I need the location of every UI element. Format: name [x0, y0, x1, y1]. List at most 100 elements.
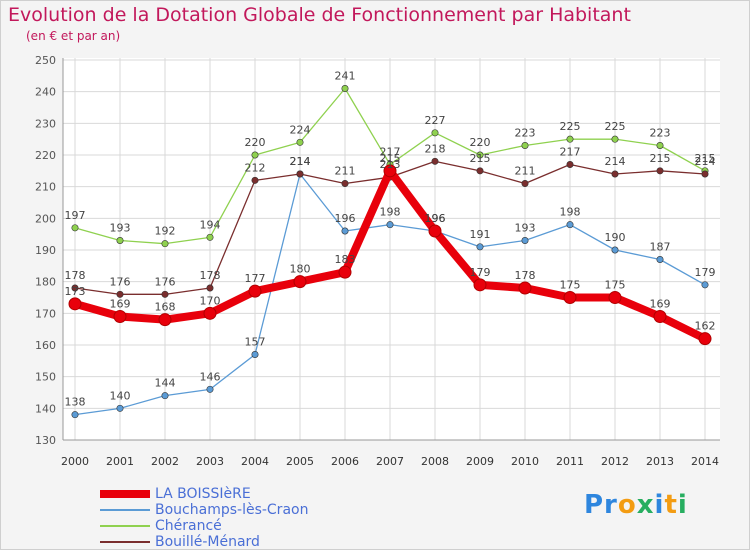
data-point [251, 176, 259, 184]
data-label: 178 [200, 269, 221, 282]
data-label: 175 [560, 279, 581, 292]
data-label: 213 [380, 158, 401, 171]
legend-label: Chérancé [155, 518, 222, 534]
x-tick-label: 2002 [151, 455, 179, 468]
y-tick-label: 190 [35, 244, 56, 257]
data-point [656, 167, 664, 175]
data-label: 162 [695, 320, 716, 333]
data-label: 180 [290, 263, 311, 276]
y-tick-label: 170 [35, 307, 56, 320]
data-point [473, 278, 487, 292]
data-label: 192 [155, 225, 176, 238]
x-tick-label: 2006 [331, 455, 359, 468]
x-tick-label: 2001 [106, 455, 134, 468]
data-label: 217 [560, 146, 581, 159]
x-tick-label: 2005 [286, 455, 314, 468]
data-label: 215 [650, 152, 671, 165]
data-label: 176 [110, 275, 131, 288]
x-tick-label: 2011 [556, 455, 584, 468]
data-label: 193 [515, 222, 536, 235]
data-point [611, 170, 619, 178]
data-label: 212 [245, 161, 266, 174]
y-tick-label: 130 [35, 434, 56, 447]
x-tick-label: 2012 [601, 455, 629, 468]
data-point [521, 180, 529, 188]
data-point [161, 290, 169, 298]
data-point [113, 310, 127, 323]
data-label: 187 [650, 241, 671, 254]
data-point [428, 224, 442, 238]
legend-swatch [100, 525, 150, 527]
data-point [701, 170, 709, 178]
data-point [611, 135, 619, 143]
data-label: 217 [380, 146, 401, 159]
data-label: 140 [110, 389, 131, 402]
data-point [296, 170, 304, 178]
data-label: 225 [560, 120, 581, 133]
x-tick-label: 2008 [421, 455, 449, 468]
data-label: 223 [515, 127, 536, 140]
legend-label: Bouchamps-lès-Craon [155, 502, 309, 518]
chart-subtitle: (en € et par an) [26, 29, 121, 43]
data-point [656, 142, 664, 150]
data-label: 191 [470, 228, 491, 241]
data-label: 214 [605, 155, 626, 168]
data-point [521, 142, 529, 150]
data-label: 220 [245, 136, 266, 149]
legend-swatch [100, 490, 150, 498]
data-point [161, 392, 169, 400]
data-label: 168 [155, 301, 176, 314]
data-label: 227 [425, 114, 446, 127]
data-point [341, 227, 349, 235]
data-label: 224 [290, 123, 311, 136]
data-label: 196 [335, 212, 356, 225]
data-label: 220 [470, 136, 491, 149]
data-label: 190 [605, 231, 626, 244]
data-point [566, 135, 574, 143]
data-point [518, 281, 532, 295]
data-label: 218 [425, 142, 446, 155]
data-point [611, 246, 619, 254]
data-label: 241 [335, 70, 356, 83]
data-point [206, 385, 214, 393]
data-label: 179 [470, 266, 491, 279]
data-point [338, 265, 352, 279]
data-point [383, 164, 397, 178]
data-label: 198 [560, 206, 581, 219]
data-label: 214 [695, 155, 716, 168]
data-point [293, 275, 307, 289]
data-point [158, 313, 172, 327]
data-label: 178 [65, 269, 86, 282]
y-tick-label: 150 [35, 371, 56, 384]
data-point [71, 284, 79, 292]
data-point [608, 291, 622, 304]
data-point [476, 167, 484, 175]
data-label: 169 [650, 298, 671, 311]
y-tick-label: 210 [35, 181, 56, 194]
x-tick-label: 2003 [196, 455, 224, 468]
data-point [251, 151, 259, 159]
data-point [116, 404, 124, 412]
data-point [386, 221, 394, 229]
x-tick-label: 2007 [376, 455, 404, 468]
y-tick-label: 140 [35, 402, 56, 415]
data-point [161, 240, 169, 248]
line-chart: 130 140 150 160 170 180 190 200 210 220 230 240 250 2… [35, 54, 720, 468]
data-point [341, 180, 349, 188]
x-tick-label: 2000 [61, 455, 89, 468]
data-label: 173 [65, 285, 86, 298]
data-point [206, 284, 214, 292]
y-tick-label: 200 [35, 212, 56, 225]
x-tick-label: 2009 [466, 455, 494, 468]
y-tick-label: 180 [35, 276, 56, 289]
y-tick-label: 250 [35, 54, 56, 67]
data-point [521, 237, 529, 245]
data-label: 175 [605, 279, 626, 292]
data-point [116, 237, 124, 245]
data-label: 144 [155, 377, 176, 390]
data-point [566, 161, 574, 169]
y-tick-label: 230 [35, 117, 56, 130]
x-tick-label: 2010 [511, 455, 539, 468]
x-tick-label: 2013 [646, 455, 674, 468]
data-label: 225 [605, 120, 626, 133]
